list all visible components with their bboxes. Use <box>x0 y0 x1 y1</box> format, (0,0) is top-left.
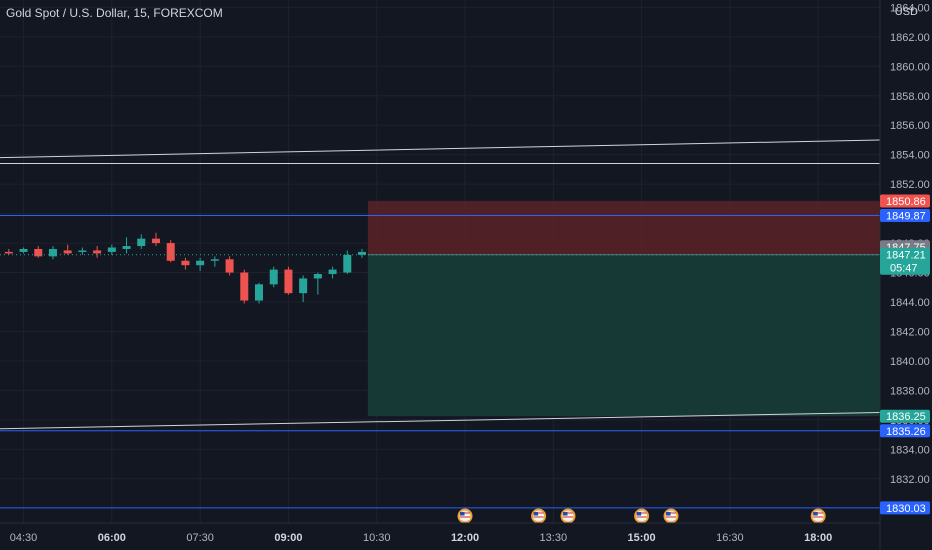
price-axis-label: 1840.00 <box>890 356 930 368</box>
price-axis-label: 1842.00 <box>890 326 930 338</box>
event-markers[interactable] <box>457 508 826 524</box>
candle-body <box>240 272 249 301</box>
current-price-tag: 1847.21 <box>886 250 926 262</box>
stop-loss-price-tag-bg <box>880 194 930 208</box>
level-price-tag-bg <box>880 501 930 515</box>
candle-body <box>137 238 146 247</box>
time-axis-label: 07:30 <box>186 532 214 544</box>
price-axis[interactable]: 1864.00 1862.00 1860.00 1858.00 1856.00 1854.… <box>890 2 930 485</box>
stop-loss-price-tag: 1850.86 <box>886 196 926 208</box>
drawn-lines[interactable] <box>0 139 881 509</box>
time-axis[interactable]: 04:30 06:00 07:30 09:00 10:30 12:00 13:30 15:00… <box>10 532 832 544</box>
candle-body <box>284 269 293 294</box>
time-axis-label: 04:30 <box>10 532 38 544</box>
price-axis-label: 1864.00 <box>890 2 930 14</box>
candle-body <box>107 247 116 252</box>
candle-body <box>196 260 205 266</box>
price-axis-label: 1838.00 <box>890 385 930 397</box>
time-axis-label: 12:00 <box>451 532 479 544</box>
time-axis-label: 06:00 <box>98 532 126 544</box>
take-profit-price-tag: 1836.25 <box>886 411 926 423</box>
take-profit-zone <box>367 254 881 417</box>
candle-body <box>225 259 234 273</box>
candle-body <box>166 243 175 261</box>
price-axis-label: 1854.00 <box>890 150 930 162</box>
price-axis-label: 1856.00 <box>890 120 930 132</box>
price-axis-label: 1844.00 <box>890 297 930 309</box>
level-price-tag-bg <box>880 424 930 438</box>
candle-body <box>328 269 337 275</box>
candle-body <box>313 274 322 279</box>
candle-body <box>48 248 57 257</box>
trend-line <box>0 139 881 159</box>
candle-body <box>358 251 367 255</box>
candle-body <box>299 278 308 294</box>
position-zones[interactable] <box>367 200 881 417</box>
candle-body <box>19 248 28 252</box>
candle-body <box>343 254 352 273</box>
candle-body <box>269 269 278 285</box>
time-axis-label: 15:00 <box>628 532 656 544</box>
level-price-tag: 1835.26 <box>886 426 926 438</box>
us-flag-event-icon[interactable] <box>457 508 473 524</box>
countdown-timer: 05:47 <box>890 263 918 275</box>
price-axis-label: 1858.00 <box>890 91 930 103</box>
price-axis-label: 1834.00 <box>890 444 930 456</box>
time-axis-label: 09:00 <box>274 532 302 544</box>
stop-loss-zone <box>367 200 881 255</box>
time-axis-label: 16:30 <box>716 532 744 544</box>
us-flag-event-icon[interactable] <box>810 508 826 524</box>
us-flag-event-icon[interactable] <box>560 508 576 524</box>
time-axis-label: 13:30 <box>540 532 568 544</box>
us-flag-event-icon[interactable] <box>634 508 650 524</box>
take-profit-price-tag-bg <box>880 409 930 423</box>
symbol-title[interactable]: Gold Spot / U.S. Dollar, 15, FOREXCOM <box>6 6 223 20</box>
candle-body <box>93 250 102 254</box>
price-axis-label: 1862.00 <box>890 32 930 44</box>
candles <box>4 232 367 304</box>
us-flag-event-icon[interactable] <box>531 508 547 524</box>
level-price-tag: 1849.87 <box>886 211 926 223</box>
time-axis-label: 18:00 <box>804 532 832 544</box>
candle-body <box>181 260 190 266</box>
current-price-tag-bg <box>880 247 930 275</box>
price-axis-label: 1860.00 <box>890 61 930 73</box>
price-axis-label: 1832.00 <box>890 474 930 486</box>
trend-line <box>0 412 881 430</box>
candle-body <box>4 251 13 254</box>
level-price-tag-bg <box>880 209 930 223</box>
candle-body <box>151 238 160 244</box>
level-price-tag: 1830.03 <box>886 503 926 515</box>
price-tags: 1850.861849.871835.261830.031847.751847.… <box>880 194 930 515</box>
candle-body <box>78 250 87 252</box>
currency-label: USD <box>894 6 918 18</box>
us-flag-event-icon[interactable] <box>663 508 679 524</box>
time-axis-label: 10:30 <box>363 532 391 544</box>
candle-body <box>210 259 219 261</box>
candle-body <box>122 246 131 249</box>
candle-body <box>63 250 72 254</box>
price-axis-label: 1852.00 <box>890 179 930 191</box>
candle-body <box>34 248 43 257</box>
candle-body <box>254 284 263 301</box>
